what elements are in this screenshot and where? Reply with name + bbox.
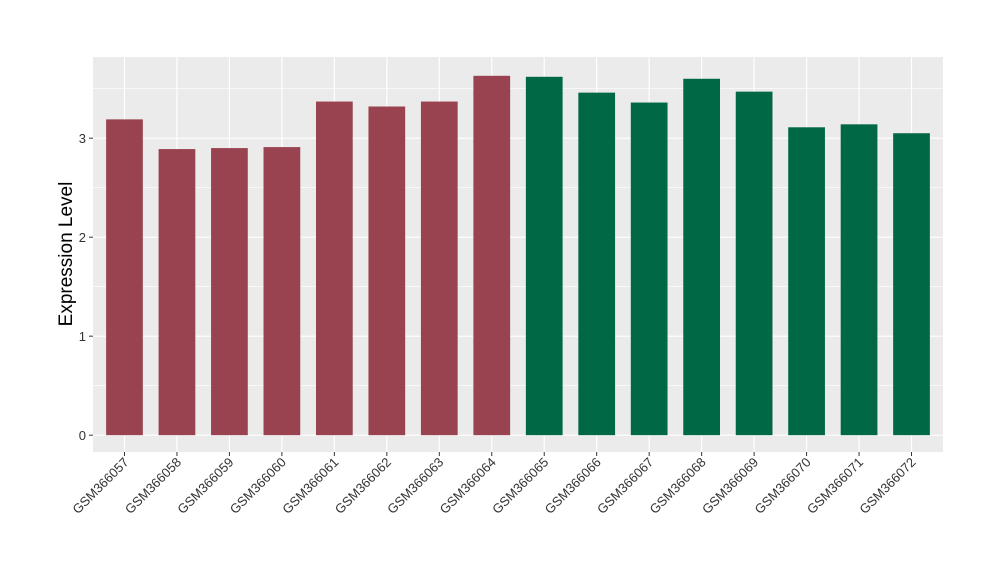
y-axis-label: Expression Level xyxy=(56,182,77,327)
bar-GSM366071 xyxy=(840,124,878,436)
y-axis: 0 1 2 3 xyxy=(79,131,93,443)
bar-GSM366058 xyxy=(158,149,196,436)
bar-GSM366066 xyxy=(578,92,616,436)
bar-GSM366057 xyxy=(106,119,143,436)
bar-GSM366069 xyxy=(735,91,773,436)
bar-GSM366059 xyxy=(211,148,248,436)
x-tick-label: GSM366072 xyxy=(856,455,918,517)
bar-GSM366060 xyxy=(263,147,301,436)
y-tick-label: 0 xyxy=(79,428,86,443)
bar-GSM366062 xyxy=(368,106,406,436)
bar-GSM366061 xyxy=(315,101,353,436)
y-tick-label: 1 xyxy=(79,329,86,344)
x-axis: GSM366057GSM366058GSM366059GSM366060GSM3… xyxy=(69,452,919,517)
bar-GSM366064 xyxy=(473,75,511,436)
bar-GSM366068 xyxy=(683,78,721,436)
bar-GSM366063 xyxy=(420,101,458,436)
y-tick-label: 2 xyxy=(79,230,86,245)
bar-GSM366067 xyxy=(630,102,668,436)
bar-GSM366065 xyxy=(525,76,563,436)
bars xyxy=(106,75,930,436)
bar-GSM366072 xyxy=(893,133,930,436)
y-tick-label: 3 xyxy=(79,131,86,146)
bar-GSM366070 xyxy=(788,127,825,436)
